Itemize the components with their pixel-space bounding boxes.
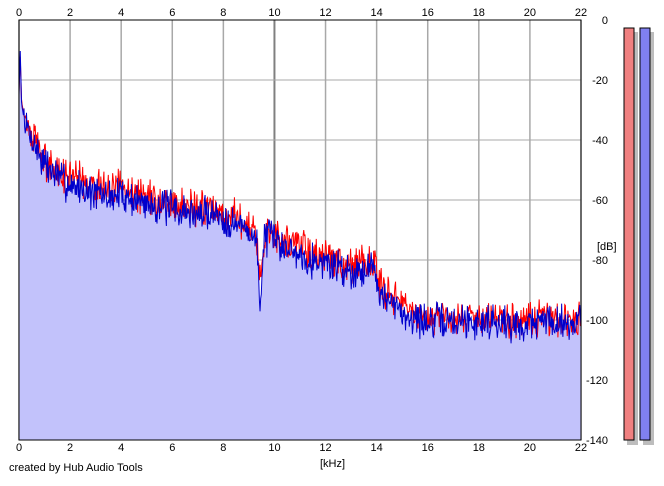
x-tick-label-top: 8 [220, 7, 226, 19]
x-tick-label-top: 20 [524, 7, 536, 19]
x-tick-label-top: 2 [67, 7, 73, 19]
x-tick-label-top: 18 [473, 7, 485, 19]
y-tick-label: -80 [592, 255, 608, 267]
x-tick-label-bottom: 6 [169, 442, 175, 454]
x-tick-label-top: 22 [575, 7, 587, 19]
credit-text: created by Hub Audio Tools [9, 462, 143, 474]
x-tick-label-bottom: 20 [524, 442, 536, 454]
y-tick-label: -40 [592, 135, 608, 147]
spectrum-lines [18, 50, 582, 344]
x-tick-label-bottom: 18 [473, 442, 485, 454]
x-tick-label-bottom: 14 [371, 442, 383, 454]
x-tick-label-bottom: 4 [118, 442, 124, 454]
x-tick-label-top: 14 [371, 7, 383, 19]
spectrum-fill [19, 51, 581, 440]
x-axis-label: [kHz] [320, 458, 345, 470]
x-tick-label-bottom: 10 [268, 442, 280, 454]
y-tick-labels: 0 -20 -40 -60 -80 -100 -120 -140 [586, 15, 608, 447]
y-tick-label: -20 [592, 75, 608, 87]
x-tick-label-top: 16 [422, 7, 434, 19]
x-tick-label-top: 10 [268, 7, 280, 19]
y-tick-label: -100 [586, 315, 608, 327]
y-tick-label: 0 [602, 15, 608, 27]
x-tick-label-bottom: 0 [16, 442, 22, 454]
y-tick-label: -60 [592, 195, 608, 207]
x-tick-label-bottom: 2 [67, 442, 73, 454]
x-tick-label-bottom: 22 [575, 442, 587, 454]
x-tick-label-bottom: 8 [220, 442, 226, 454]
meter-left-bar [623, 27, 635, 441]
level-meters [623, 27, 654, 445]
meter-right-bar [639, 27, 651, 441]
y-tick-label: -120 [586, 375, 608, 387]
y-tick-label: -140 [586, 435, 608, 447]
y-axis-label: [dB] [597, 241, 617, 253]
plot-frame [18, 19, 582, 441]
spectrum-area [19, 51, 581, 440]
x-tick-label-bottom: 16 [422, 442, 434, 454]
series-blue-line [18, 50, 582, 344]
x-tick-label-top: 0 [16, 7, 22, 19]
x-tick-label-top: 12 [319, 7, 331, 19]
x-tick-label-top: 4 [118, 7, 124, 19]
x-tick-label-bottom: 12 [319, 442, 331, 454]
x-tick-label-top: 6 [169, 7, 175, 19]
